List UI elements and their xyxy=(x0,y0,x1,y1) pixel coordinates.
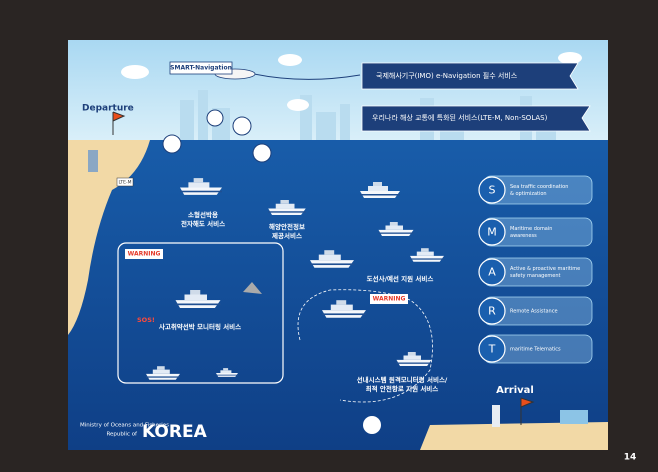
service-label: 전자해도 서비스 xyxy=(181,219,225,228)
service-label: 사고취약선박 모니터링 서비스 xyxy=(159,322,241,331)
warning-text: WARNING xyxy=(128,251,161,258)
lte-label: LTE-M xyxy=(119,180,132,186)
clouds xyxy=(121,52,582,111)
smart-text: & optimization xyxy=(510,191,547,197)
smart-text: Active & proactive maritime xyxy=(510,266,580,272)
ribbon-text: 국제해사기구(IMO) e-Navigation 필수 서비스 xyxy=(376,71,518,80)
smart-circle xyxy=(478,218,506,246)
service-label: 소형선박용 xyxy=(188,210,218,219)
korea-logo: KOREA xyxy=(142,422,208,442)
departure-beach xyxy=(68,140,150,335)
plane-label: SMART-Navigation xyxy=(170,65,232,72)
ribbon-text: 우리나라 해상 교통에 특화된 서비스(LTE-M, Non-SOLAS) xyxy=(372,113,548,122)
page-number: 14 xyxy=(624,453,637,463)
lte-box xyxy=(116,177,134,187)
smart-list: S Sea traffic coordination& optimization M… xyxy=(478,175,593,364)
monitoring-box xyxy=(117,242,284,384)
arrival-flag xyxy=(520,397,535,425)
service-label: 도선사/예선 지원 서비스 xyxy=(367,274,434,283)
service-label: 선내시스템 원격모니터링 서비스/ xyxy=(357,375,448,384)
service-label: 제공서비스 xyxy=(272,231,302,240)
infographic: SMART-Navigation 국제해사기구(IMO) e-Navigatio… xyxy=(68,40,608,450)
smart-text: maritime Telematics xyxy=(510,347,561,353)
warning-badge xyxy=(125,249,163,259)
smart-letter: A xyxy=(488,266,496,279)
ribbon: 국제해사기구(IMO) e-Navigation 필수 서비스 xyxy=(361,62,579,90)
arrival-beach xyxy=(420,422,608,450)
smart-letter: T xyxy=(488,343,496,356)
service-label: 최적 안전항로 지원 서비스 xyxy=(366,384,439,393)
smart-circle xyxy=(478,335,506,363)
ribbon: 우리나라 해상 교통에 특화된 서비스(LTE-M, Non-SOLAS) xyxy=(361,105,591,132)
smart-text: safety management xyxy=(510,273,561,279)
lighthouse xyxy=(492,405,500,427)
smart-letter: S xyxy=(489,184,496,197)
service-label: 해양안전정보 xyxy=(269,222,305,231)
smart-text: Remote Assistance xyxy=(510,309,558,315)
republic: Republic of xyxy=(106,432,138,438)
smart-circle xyxy=(478,297,506,325)
icon xyxy=(363,416,381,434)
rock xyxy=(243,282,262,294)
route xyxy=(297,289,433,403)
containers xyxy=(560,410,588,424)
smart-circle xyxy=(478,258,506,286)
icons xyxy=(162,109,272,163)
departure-flag xyxy=(112,111,126,135)
plane: SMART-Navigation xyxy=(169,61,256,80)
smart-letter: R xyxy=(488,305,496,318)
smart-text: awareness xyxy=(510,233,537,239)
warning-badge xyxy=(370,294,408,304)
warning-text: WARNING xyxy=(373,296,406,303)
smart-text: Maritime domain xyxy=(510,226,552,232)
departure-label: Departure xyxy=(82,104,134,114)
arrival-label: Arrival xyxy=(496,385,534,396)
sos-text: SOS! xyxy=(137,316,155,324)
smart-text: Sea traffic coordination xyxy=(510,184,568,190)
tower xyxy=(88,150,98,172)
smart-letter: M xyxy=(487,226,497,239)
plane-link xyxy=(244,71,361,80)
smart-circle xyxy=(478,176,506,204)
ministry: Ministry of Oceans and Fisheries xyxy=(80,423,169,429)
